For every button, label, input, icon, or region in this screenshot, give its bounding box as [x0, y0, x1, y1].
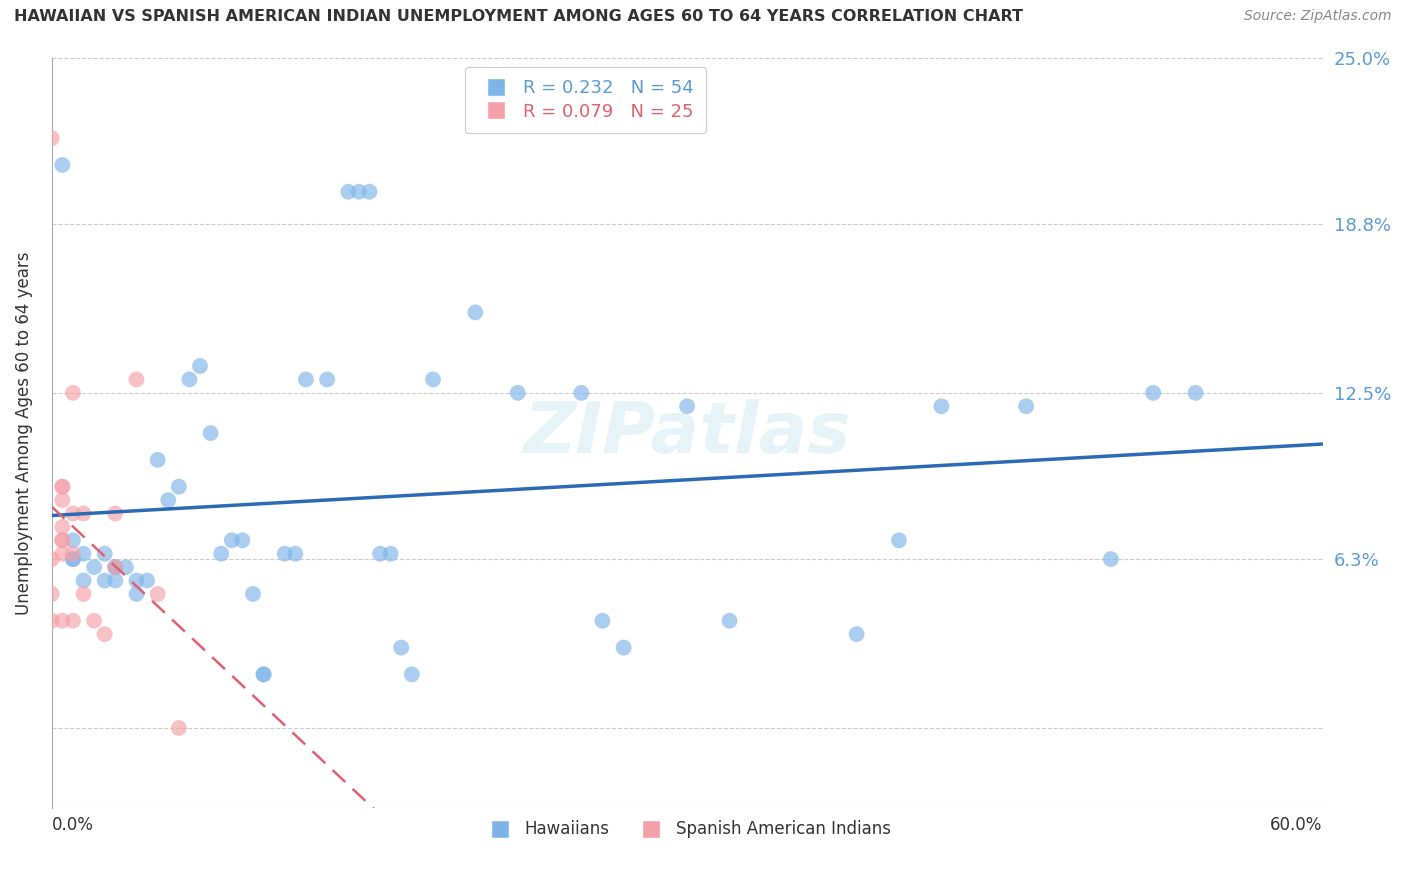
Point — [104, 507, 127, 521]
Point — [569, 385, 592, 400]
Point — [51, 480, 73, 494]
Point — [591, 614, 613, 628]
Point — [62, 533, 84, 548]
Point — [146, 453, 169, 467]
Point — [242, 587, 264, 601]
Point — [887, 533, 910, 548]
Point — [62, 552, 84, 566]
Point — [337, 185, 360, 199]
Point — [368, 547, 391, 561]
Point — [931, 399, 953, 413]
Point — [72, 507, 94, 521]
Point — [125, 574, 148, 588]
Point — [136, 574, 159, 588]
Point — [62, 507, 84, 521]
Point — [718, 614, 741, 628]
Point — [316, 372, 339, 386]
Text: ZIPatlas: ZIPatlas — [523, 399, 851, 467]
Point — [1184, 385, 1206, 400]
Point — [167, 480, 190, 494]
Point — [104, 560, 127, 574]
Text: 60.0%: 60.0% — [1270, 816, 1323, 835]
Point — [62, 552, 84, 566]
Point — [51, 493, 73, 508]
Point — [295, 372, 318, 386]
Text: Source: ZipAtlas.com: Source: ZipAtlas.com — [1244, 9, 1392, 23]
Point — [380, 547, 402, 561]
Point — [115, 560, 138, 574]
Point — [209, 547, 232, 561]
Point — [676, 399, 699, 413]
Point — [1015, 399, 1038, 413]
Point — [93, 574, 115, 588]
Point — [83, 560, 105, 574]
Y-axis label: Unemployment Among Ages 60 to 64 years: Unemployment Among Ages 60 to 64 years — [15, 252, 32, 615]
Point — [125, 372, 148, 386]
Point — [93, 627, 115, 641]
Point — [422, 372, 444, 386]
Point — [274, 547, 297, 561]
Legend: Hawaiians, Spanish American Indians: Hawaiians, Spanish American Indians — [477, 814, 898, 845]
Point — [359, 185, 381, 199]
Point — [1142, 385, 1164, 400]
Point — [347, 185, 370, 199]
Point — [51, 480, 73, 494]
Point — [146, 587, 169, 601]
Point — [51, 614, 73, 628]
Text: 0.0%: 0.0% — [52, 816, 94, 835]
Point — [464, 305, 486, 319]
Point — [51, 547, 73, 561]
Point — [845, 627, 868, 641]
Point — [72, 574, 94, 588]
Point — [188, 359, 211, 373]
Point — [41, 131, 63, 145]
Point — [1099, 552, 1122, 566]
Point — [231, 533, 253, 548]
Point — [221, 533, 243, 548]
Point — [41, 552, 63, 566]
Point — [62, 614, 84, 628]
Point — [506, 385, 529, 400]
Point — [179, 372, 201, 386]
Point — [401, 667, 423, 681]
Point — [51, 158, 73, 172]
Point — [41, 587, 63, 601]
Point — [252, 667, 274, 681]
Point — [125, 587, 148, 601]
Text: HAWAIIAN VS SPANISH AMERICAN INDIAN UNEMPLOYMENT AMONG AGES 60 TO 64 YEARS CORRE: HAWAIIAN VS SPANISH AMERICAN INDIAN UNEM… — [14, 9, 1024, 24]
Point — [104, 560, 127, 574]
Point — [104, 574, 127, 588]
Point — [72, 547, 94, 561]
Point — [83, 614, 105, 628]
Point — [62, 547, 84, 561]
Point — [51, 533, 73, 548]
Point — [51, 533, 73, 548]
Point — [252, 667, 274, 681]
Point — [62, 385, 84, 400]
Point — [613, 640, 636, 655]
Point — [167, 721, 190, 735]
Point — [51, 520, 73, 534]
Point — [93, 547, 115, 561]
Point — [41, 614, 63, 628]
Point — [72, 587, 94, 601]
Point — [284, 547, 307, 561]
Point — [389, 640, 412, 655]
Point — [157, 493, 180, 508]
Point — [200, 425, 222, 440]
Point — [104, 560, 127, 574]
